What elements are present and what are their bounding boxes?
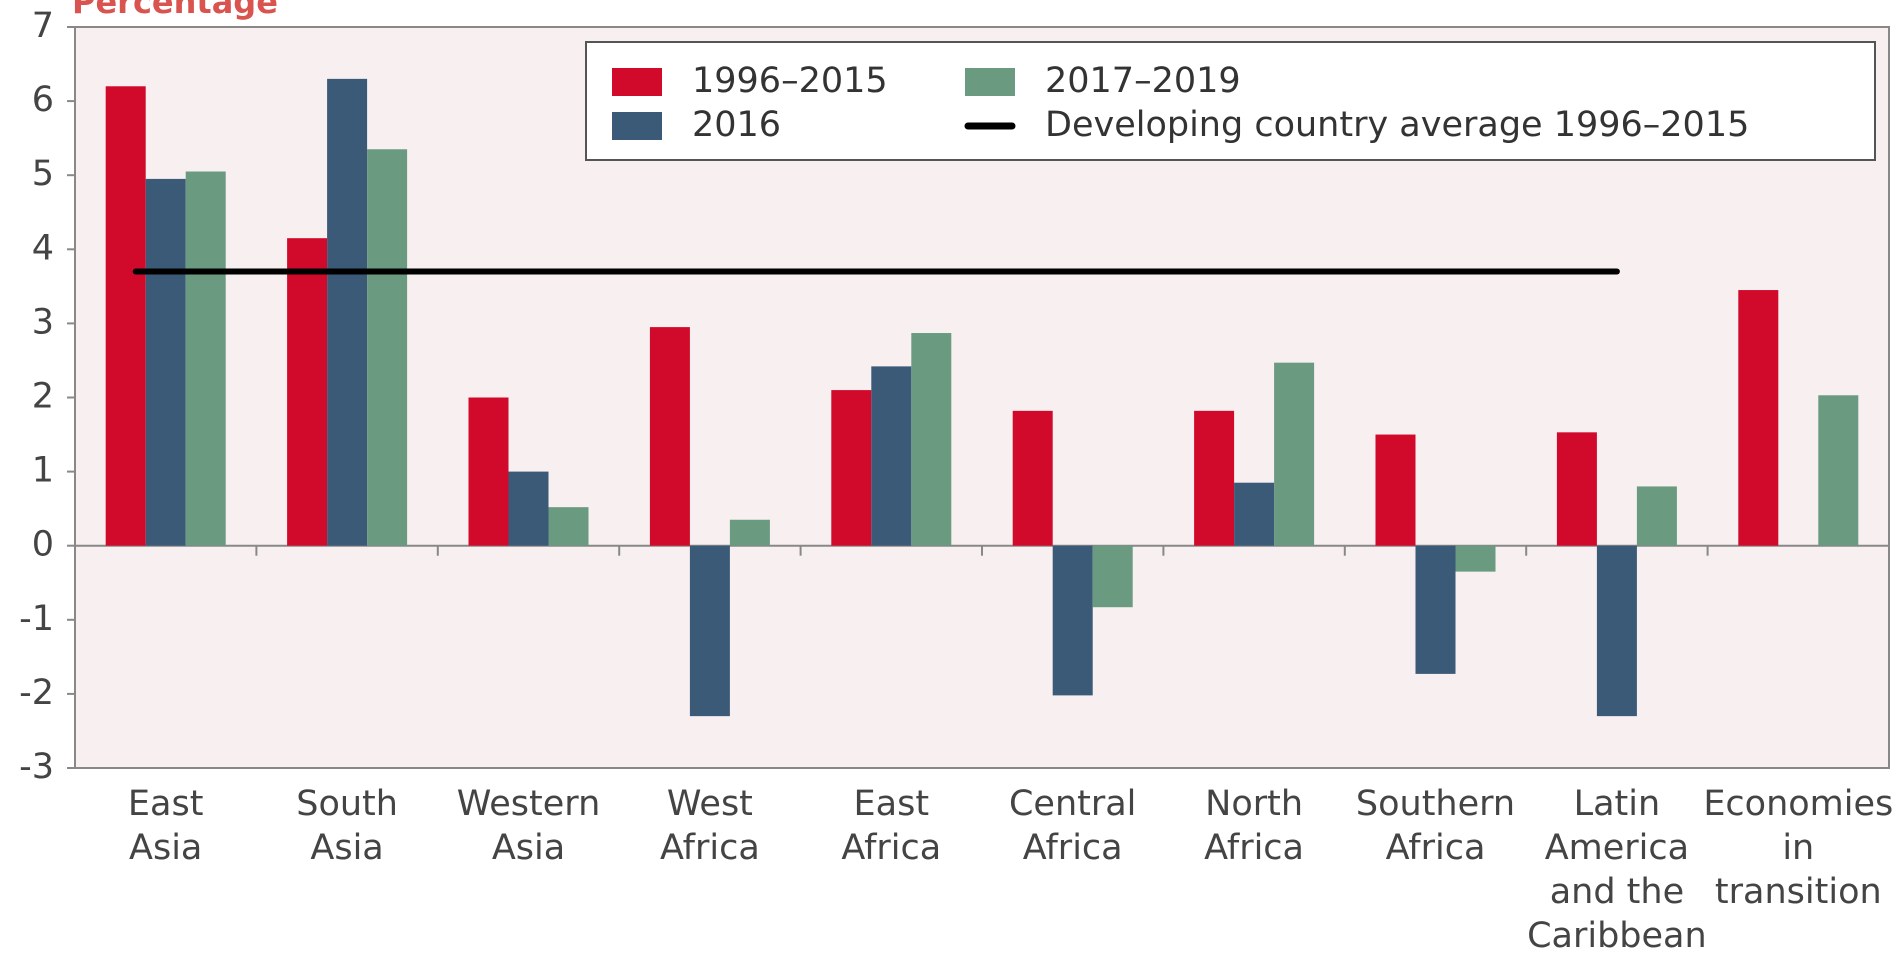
y-tick-label: 7 [32,6,54,46]
bar [1556,432,1597,546]
bar [287,238,328,546]
bar [367,149,408,546]
x-tick-label: Latin [1574,784,1661,824]
y-tick-label: -2 [19,673,54,713]
bar [649,327,690,546]
legend-box [585,41,1876,161]
x-tick-label: Southern [1356,784,1515,824]
legend-label: 2016 [692,105,781,145]
bar [1274,362,1315,546]
bar [1636,486,1677,546]
x-tick-label: North [1205,784,1303,824]
x-tick-label: Economies [1703,784,1893,824]
legend-label: Developing country average 1996–2015 [1045,105,1749,145]
y-tick-label: 1 [32,451,54,491]
x-tick-label: and the [1550,872,1684,912]
bar [831,390,872,546]
x-tick-label: Western [457,784,601,824]
y-tick-label: 5 [32,154,54,194]
bar [689,545,730,717]
bar [1234,482,1275,546]
bar [105,86,146,546]
bar [508,471,549,546]
bar [1012,410,1053,546]
y-tick-label: -3 [19,747,54,787]
bar [729,519,770,546]
x-tick-label: Africa [841,828,941,868]
x-tick-label: West [667,784,753,824]
x-tick-label: Central [1009,784,1136,824]
x-tick-label: Africa [1023,828,1123,868]
x-tick-label: in [1782,828,1814,868]
x-tick-label: Africa [1204,828,1304,868]
bar [145,178,186,546]
x-tick-label: Caribbean [1527,916,1707,955]
x-tick-label: Asia [492,828,565,868]
bar [1738,290,1779,546]
bar [871,366,912,546]
x-tick-label: Asia [129,828,202,868]
x-tick-label: Asia [310,828,383,868]
y-tick-label: 4 [32,228,54,268]
bar [1052,545,1093,696]
bar [327,78,368,546]
bar [548,507,589,546]
x-tick-label: America [1545,828,1689,868]
y-tick-label: 2 [32,377,54,417]
bar [468,397,509,546]
x-tick-label: Africa [660,828,760,868]
bar [1375,434,1416,546]
legend-swatch [612,68,662,96]
bar [911,333,952,546]
y-axis-label: Percentage [72,0,278,21]
bar [185,171,226,546]
x-tick-label: Africa [1386,828,1486,868]
bar [1455,545,1496,572]
y-tick-label: 3 [32,302,54,342]
bar [1596,545,1637,717]
bar [1092,545,1133,608]
x-tick-label: East [128,784,204,824]
x-tick-label: South [296,784,398,824]
y-tick-label: 6 [32,80,54,120]
x-tick-label: East [854,784,930,824]
legend-swatch [612,112,662,140]
bar [1415,545,1456,674]
bar [1818,395,1859,546]
x-tick-label: transition [1715,872,1882,912]
y-tick-label: -1 [19,599,54,639]
legend-swatch [965,68,1015,96]
legend-label: 1996–2015 [692,61,888,101]
y-tick-label: 0 [32,525,54,565]
bar [1194,410,1235,546]
legend-label: 2017–2019 [1045,61,1241,101]
